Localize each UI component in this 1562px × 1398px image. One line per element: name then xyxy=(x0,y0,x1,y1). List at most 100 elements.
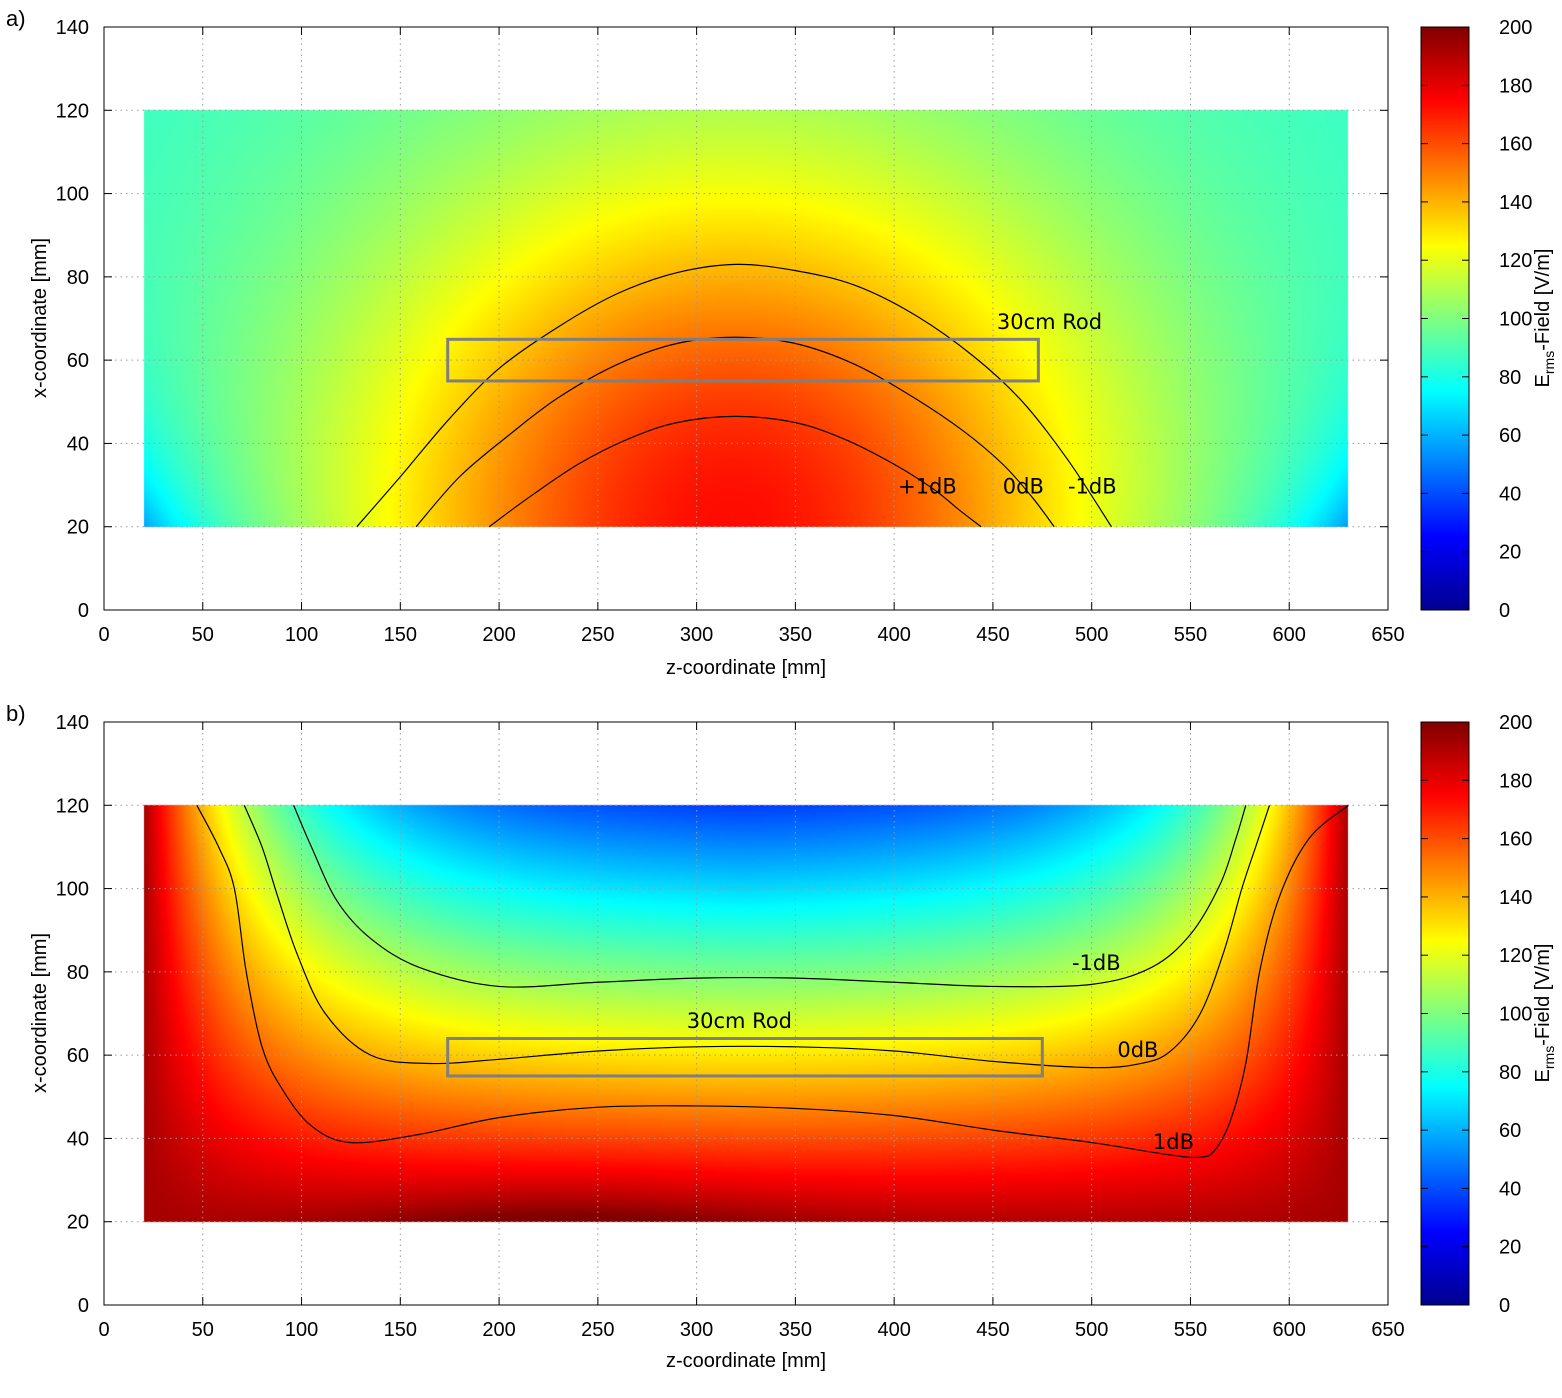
panel-a-annotations: 30cm Rod +1dB 0dB -1dB xyxy=(898,310,1117,498)
panel-b-colorbar xyxy=(1420,721,1470,1306)
cb-label-rest: -Field [V/m] xyxy=(1532,249,1554,351)
colorbar-tick-label: 160 xyxy=(1499,829,1532,851)
panel-a-ticks: 0 50 100 150 200 250 300 350 400 450 500 550 600 650 0… xyxy=(56,17,1405,646)
colorbar-tick-label: 140 xyxy=(1499,887,1532,909)
x-tick-label: 100 xyxy=(285,624,318,646)
annotation-0db: 0dB xyxy=(1117,1038,1158,1062)
x-tick-label: 500 xyxy=(1075,624,1108,646)
colorbar-tick-label: 40 xyxy=(1499,483,1521,505)
colorbar-tick-label: 80 xyxy=(1499,1062,1521,1084)
rod-outline xyxy=(446,1036,1044,1078)
panel-b-frame xyxy=(103,721,1389,1306)
colorbar-tick-label: 20 xyxy=(1499,542,1521,564)
annotation-30cm-rod: 30cm Rod xyxy=(687,1009,792,1033)
cb-label-main: E xyxy=(1532,374,1554,387)
colorbar-tick-label: 0 xyxy=(1499,1295,1510,1317)
y-tick-label: 140 xyxy=(56,712,89,734)
x-tick-label: 250 xyxy=(581,624,614,646)
annotation-1db: 1dB xyxy=(1153,1130,1194,1154)
panel-b-contours xyxy=(196,804,1349,1159)
x-tick-label: 150 xyxy=(384,1319,417,1341)
panel-b-xlabel: z-coordinate [mm] xyxy=(666,1350,826,1372)
panel-a: a) 0 50 100 150 200 250 300 350 400 450 500 550 600 6… xyxy=(6,6,1557,679)
y-tick-label: 20 xyxy=(67,517,89,539)
colorbar-tick-label: 40 xyxy=(1499,1178,1521,1200)
x-tick-label: 550 xyxy=(1174,1319,1207,1341)
panel-b-label: b) xyxy=(6,701,26,726)
y-tick-label: 120 xyxy=(56,795,89,817)
x-tick-label: 650 xyxy=(1371,624,1404,646)
x-tick-label: 150 xyxy=(384,624,417,646)
panel-b: b) 0 50 100 150 200 250 300 350 400 450 500 550 600 6… xyxy=(6,701,1557,1372)
colorbar-tick-label: 60 xyxy=(1499,425,1521,447)
colorbar-tick-label: 140 xyxy=(1499,192,1532,214)
x-tick-label: 300 xyxy=(680,1319,713,1341)
rod-outline xyxy=(446,337,1040,383)
x-tick-label: 400 xyxy=(877,1319,910,1341)
x-tick-label: 600 xyxy=(1273,624,1306,646)
x-tick-label: 100 xyxy=(285,1319,318,1341)
panel-a-rod xyxy=(446,337,1040,383)
colorbar-tick-label: 200 xyxy=(1499,712,1532,734)
x-tick-label: 300 xyxy=(680,624,713,646)
y-tick-label: 120 xyxy=(56,100,89,122)
panel-b-heatmap xyxy=(104,722,1388,1305)
x-tick-label: 500 xyxy=(1075,1319,1108,1341)
x-tick-label: 50 xyxy=(192,624,214,646)
x-tick-label: 400 xyxy=(877,624,910,646)
panel-a-heatmap xyxy=(104,27,1388,610)
contour-1dB xyxy=(196,804,1349,1159)
cb-label-rest: -Field [V/m] xyxy=(1532,944,1554,1046)
colorbar-tick-label: 100 xyxy=(1499,309,1532,331)
x-tick-label: 0 xyxy=(98,1319,109,1341)
panel-a-colorbar-label: Erms-Field [V/m] xyxy=(1532,249,1557,388)
colorbar-tick-label: 100 xyxy=(1499,1004,1532,1026)
colorbar-tick-label: 120 xyxy=(1499,945,1532,967)
y-tick-label: 40 xyxy=(67,433,89,455)
panel-a-xlabel: z-coordinate [mm] xyxy=(666,657,826,679)
annotation--1db: -1dB xyxy=(1068,474,1117,498)
colorbar-tick-label: 0 xyxy=(1499,600,1510,622)
colorbar-tick-label: 80 xyxy=(1499,367,1521,389)
y-tick-label: 80 xyxy=(67,962,89,984)
panel-b-grid xyxy=(104,722,1388,1305)
x-tick-label: 200 xyxy=(482,624,515,646)
x-tick-label: 0 xyxy=(98,624,109,646)
y-tick-label: 60 xyxy=(67,350,89,372)
panel-b-ylabel: x-coordinate [mm] xyxy=(29,933,51,1093)
x-tick-label: 450 xyxy=(976,1319,1009,1341)
x-tick-label: 600 xyxy=(1273,1319,1306,1341)
x-tick-label: 350 xyxy=(779,1319,812,1341)
colorbar-tick-label: 60 xyxy=(1499,1120,1521,1142)
y-tick-label: 0 xyxy=(78,1295,89,1317)
panel-a-frame xyxy=(103,26,1389,611)
x-tick-label: 550 xyxy=(1174,624,1207,646)
contour-minus1dB xyxy=(356,263,1112,528)
panel-a-ylabel: x-coordinate [mm] xyxy=(29,238,51,398)
panel-b-ticks: 0 50 100 150 200 250 300 350 400 450 500 550 600 6500… xyxy=(56,712,1405,1341)
panel-b-rod xyxy=(446,1036,1044,1078)
contour-0dB xyxy=(243,805,1271,1069)
y-tick-label: 100 xyxy=(56,184,89,206)
x-tick-label: 450 xyxy=(976,624,1009,646)
panel-b-annotations: 30cm Rod -1dB 0dB 1dB xyxy=(687,951,1194,1154)
colorbar-tick-label: 120 xyxy=(1499,250,1532,272)
cb-label-sub: rms xyxy=(1541,351,1557,374)
colorbar-tick-label: 200 xyxy=(1499,17,1532,39)
y-tick-label: 80 xyxy=(67,267,89,289)
annotation--1db: -1dB xyxy=(1072,951,1121,975)
annotation--1db: +1dB xyxy=(898,474,957,498)
annotation-0db: 0dB xyxy=(1003,474,1044,498)
x-tick-label: 250 xyxy=(581,1319,614,1341)
x-tick-label: 350 xyxy=(779,624,812,646)
cb-label-main: E xyxy=(1532,1069,1554,1082)
panel-a-grid xyxy=(104,27,1388,610)
colorbar-tick-label: 20 xyxy=(1499,1237,1521,1259)
panel-b-colorbar-ticks: 0 20 40 60 80 100 120 140 160 180 200 xyxy=(1421,712,1532,1317)
y-tick-label: 100 xyxy=(56,879,89,901)
panel-a-label: a) xyxy=(6,6,26,31)
colorbar-tick-label: 180 xyxy=(1499,75,1532,97)
x-tick-label: 50 xyxy=(192,1319,214,1341)
colorbar-tick-label: 180 xyxy=(1499,770,1532,792)
